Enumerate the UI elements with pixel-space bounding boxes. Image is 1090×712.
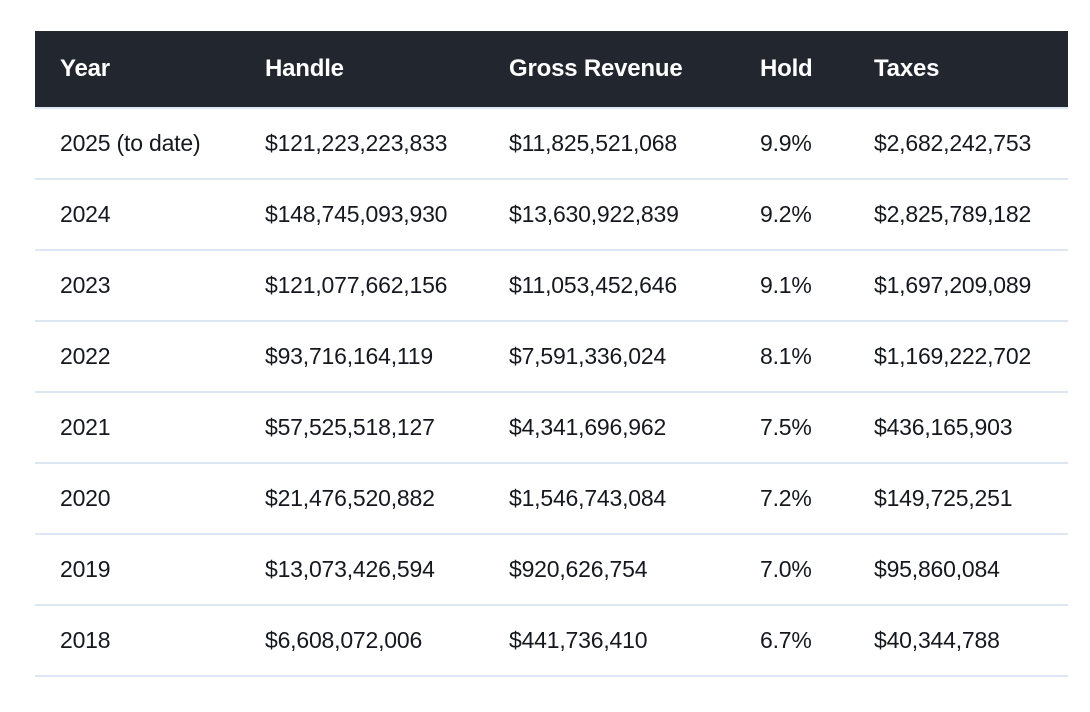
cell-gross-revenue: $11,053,452,646: [509, 250, 760, 322]
cell-year: 2024: [35, 179, 265, 251]
cell-hold: 9.9%: [760, 108, 874, 180]
cell-year: 2021: [35, 392, 265, 464]
cell-taxes: $149,725,251: [874, 463, 1068, 535]
cell-year: 2025 (to date): [35, 108, 265, 180]
cell-gross-revenue: $1,546,743,084: [509, 463, 760, 535]
cell-hold: 9.2%: [760, 179, 874, 251]
cell-gross-revenue: $4,341,696,962: [509, 392, 760, 464]
cell-gross-revenue: $920,626,754: [509, 534, 760, 606]
cell-handle: $93,716,164,119: [265, 321, 509, 393]
cell-gross-revenue: $11,825,521,068: [509, 108, 760, 180]
cell-year: 2019: [35, 534, 265, 606]
cell-hold: 9.1%: [760, 250, 874, 322]
cell-handle: $57,525,518,127: [265, 392, 509, 464]
table-row: 2023 $121,077,662,156 $11,053,452,646 9.…: [35, 250, 1068, 322]
cell-taxes: $2,682,242,753: [874, 108, 1068, 180]
cell-taxes: $40,344,788: [874, 605, 1068, 677]
cell-hold: 7.2%: [760, 463, 874, 535]
cell-handle: $121,223,223,833: [265, 108, 509, 180]
table-row: 2019 $13,073,426,594 $920,626,754 7.0% $…: [35, 534, 1068, 606]
cell-hold: 7.0%: [760, 534, 874, 606]
column-header-hold: Hold: [760, 31, 874, 109]
table-row: 2021 $57,525,518,127 $4,341,696,962 7.5%…: [35, 392, 1068, 464]
cell-handle: $13,073,426,594: [265, 534, 509, 606]
cell-gross-revenue: $441,736,410: [509, 605, 760, 677]
cell-taxes: $1,169,222,702: [874, 321, 1068, 393]
cell-taxes: $2,825,789,182: [874, 179, 1068, 251]
cell-year: 2023: [35, 250, 265, 322]
table-row: 2024 $148,745,093,930 $13,630,922,839 9.…: [35, 179, 1068, 251]
table-row: 2022 $93,716,164,119 $7,591,336,024 8.1%…: [35, 321, 1068, 393]
column-header-year: Year: [35, 31, 265, 109]
column-header-handle: Handle: [265, 31, 509, 109]
header-row: Year Handle Gross Revenue Hold Taxes: [35, 31, 1068, 109]
cell-year: 2018: [35, 605, 265, 677]
cell-hold: 8.1%: [760, 321, 874, 393]
cell-taxes: $95,860,084: [874, 534, 1068, 606]
cell-year: 2022: [35, 321, 265, 393]
cell-hold: 7.5%: [760, 392, 874, 464]
betting-stats-table: Year Handle Gross Revenue Hold Taxes 202…: [35, 31, 1068, 677]
cell-gross-revenue: $13,630,922,839: [509, 179, 760, 251]
table-row: 2020 $21,476,520,882 $1,546,743,084 7.2%…: [35, 463, 1068, 535]
cell-handle: $21,476,520,882: [265, 463, 509, 535]
cell-handle: $121,077,662,156: [265, 250, 509, 322]
cell-handle: $148,745,093,930: [265, 179, 509, 251]
cell-taxes: $1,697,209,089: [874, 250, 1068, 322]
column-header-gross-revenue: Gross Revenue: [509, 31, 760, 109]
cell-handle: $6,608,072,006: [265, 605, 509, 677]
column-header-taxes: Taxes: [874, 31, 1068, 109]
table-row: 2025 (to date) $121,223,223,833 $11,825,…: [35, 108, 1068, 180]
cell-year: 2020: [35, 463, 265, 535]
cell-gross-revenue: $7,591,336,024: [509, 321, 760, 393]
cell-hold: 6.7%: [760, 605, 874, 677]
cell-taxes: $436,165,903: [874, 392, 1068, 464]
table-row: 2018 $6,608,072,006 $441,736,410 6.7% $4…: [35, 605, 1068, 677]
